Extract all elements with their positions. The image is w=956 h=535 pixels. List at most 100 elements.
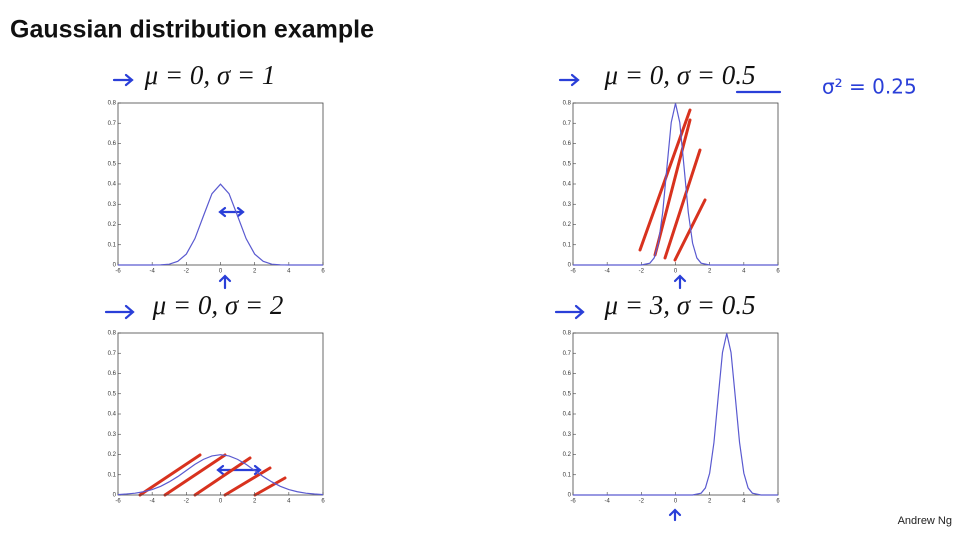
- y-tick-label: 0: [113, 263, 117, 269]
- chart-title: μ = 3, σ = 0.5: [603, 290, 755, 320]
- hatch-stroke: [663, 148, 702, 260]
- hatch-stroke: [138, 453, 202, 497]
- plot-frame: [572, 102, 779, 266]
- x-tick-label: 4: [287, 269, 291, 275]
- x-tick-label: 6: [321, 499, 325, 505]
- x-tick-label: 0: [219, 269, 223, 275]
- x-tick-label: -6: [570, 269, 576, 275]
- y-tick-label: 0.5: [108, 391, 117, 397]
- y-tick-label: 0.4: [563, 412, 572, 418]
- y-tick-label: 0.2: [563, 222, 572, 228]
- hatch-stroke: [673, 198, 707, 262]
- y-tick-label: 0.2: [108, 452, 117, 458]
- hatch-stroke: [223, 466, 272, 497]
- y-tick-label: 0.4: [563, 182, 572, 188]
- y-tick-label: 0.5: [563, 391, 572, 397]
- x-tick-label: -6: [115, 499, 121, 505]
- y-tick-label: 0.3: [108, 202, 117, 208]
- arrow: [673, 274, 687, 290]
- handwritten-arrows: [104, 73, 782, 522]
- x-tick-label: -6: [570, 499, 576, 505]
- x-tick-label: -2: [639, 499, 645, 505]
- hatch-stroke: [253, 476, 287, 497]
- y-tick-label: 0.6: [108, 141, 117, 147]
- y-tick-label: 0.7: [108, 351, 117, 357]
- x-tick-label: -2: [639, 269, 645, 275]
- handwritten-note: σ² = 0.25: [822, 75, 917, 99]
- y-tick-label: 0.6: [563, 371, 572, 377]
- x-tick-label: 0: [674, 269, 678, 275]
- curve: [573, 103, 778, 266]
- y-tick-label: 0.5: [563, 161, 572, 167]
- y-tick-label: 0.6: [108, 371, 117, 377]
- x-tick-label: 2: [253, 269, 257, 275]
- chart-title: μ = 0, σ = 0.5: [603, 60, 755, 90]
- x-tick-label: -6: [115, 269, 121, 275]
- y-tick-label: 0.5: [108, 161, 117, 167]
- credit: Andrew Ng: [898, 515, 952, 527]
- x-tick-label: 2: [708, 499, 712, 505]
- y-tick-label: 0.1: [108, 472, 117, 478]
- y-tick-label: 0.3: [563, 202, 572, 208]
- arrow: [554, 304, 585, 320]
- y-tick-label: 0.7: [108, 121, 117, 127]
- y-tick-label: 0.7: [563, 121, 572, 127]
- curve: [117, 454, 324, 496]
- y-tick-label: 0.8: [108, 331, 117, 337]
- arrow: [104, 304, 135, 320]
- x-tick-label: -4: [604, 499, 610, 505]
- x-tick-label: 2: [253, 499, 257, 505]
- y-tick-label: 0.8: [563, 331, 572, 337]
- y-tick-label: 0: [113, 493, 117, 499]
- y-tick-label: 0.4: [108, 182, 117, 188]
- curve: [573, 333, 778, 496]
- hatch-stroke: [638, 108, 692, 252]
- x-tick-label: -4: [149, 269, 155, 275]
- x-tick-label: 0: [219, 499, 223, 505]
- chart-title: μ = 0, σ = 2: [152, 290, 284, 320]
- arrow: [558, 73, 580, 87]
- slide-title: Gaussian distribution example: [10, 16, 374, 44]
- x-tick-label: 2: [708, 269, 712, 275]
- y-tick-label: 0.2: [108, 222, 117, 228]
- x-tick-label: -4: [149, 499, 155, 505]
- chart: μ = 0, σ = 0.5 0 0.1 0.2 0.3 0.4 0.5 0.6 0.7 0.8 -…: [563, 60, 781, 274]
- arrow: [112, 73, 134, 87]
- y-tick-label: 0.3: [108, 432, 117, 438]
- chart: μ = 0, σ = 1 0 0.1 0.2 0.3 0.4 0.5 0.6 0.7 0.8 -6 -…: [108, 60, 326, 274]
- y-tick-label: 0.8: [108, 101, 117, 107]
- y-tick-label: 0.1: [563, 242, 572, 248]
- hatch-stroke: [653, 118, 692, 257]
- chart-title: μ = 0, σ = 1: [144, 60, 276, 90]
- y-tick-label: 0.1: [108, 242, 117, 248]
- chart: μ = 3, σ = 0.5 0 0.1 0.2 0.3 0.4 0.5 0.6 0.7 0.8 -…: [563, 290, 781, 504]
- x-tick-label: -2: [184, 269, 190, 275]
- x-tick-label: -2: [184, 499, 190, 505]
- y-tick-label: 0: [568, 493, 572, 499]
- x-tick-label: 6: [776, 269, 780, 275]
- x-tick-label: 6: [321, 269, 325, 275]
- curve: [118, 183, 323, 266]
- x-tick-label: 4: [742, 269, 746, 275]
- arrow: [668, 508, 682, 522]
- x-tick-label: -4: [604, 269, 610, 275]
- y-tick-label: 0.3: [563, 432, 572, 438]
- y-tick-label: 0.4: [108, 412, 117, 418]
- arrow: [218, 206, 245, 218]
- arrow: [218, 274, 232, 290]
- x-tick-label: 0: [674, 499, 678, 505]
- y-tick-label: 0.7: [563, 351, 572, 357]
- y-tick-label: 0: [568, 263, 572, 269]
- y-tick-label: 0.1: [563, 472, 572, 478]
- y-tick-label: 0.6: [563, 141, 572, 147]
- hatch-stroke: [193, 456, 252, 497]
- hatch-stroke: [163, 453, 227, 497]
- plot-frame: [572, 332, 779, 496]
- y-tick-label: 0.8: [563, 101, 572, 107]
- x-tick-label: 6: [776, 499, 780, 505]
- x-tick-label: 4: [287, 499, 291, 505]
- x-tick-label: 4: [742, 499, 746, 505]
- y-tick-label: 0.2: [563, 452, 572, 458]
